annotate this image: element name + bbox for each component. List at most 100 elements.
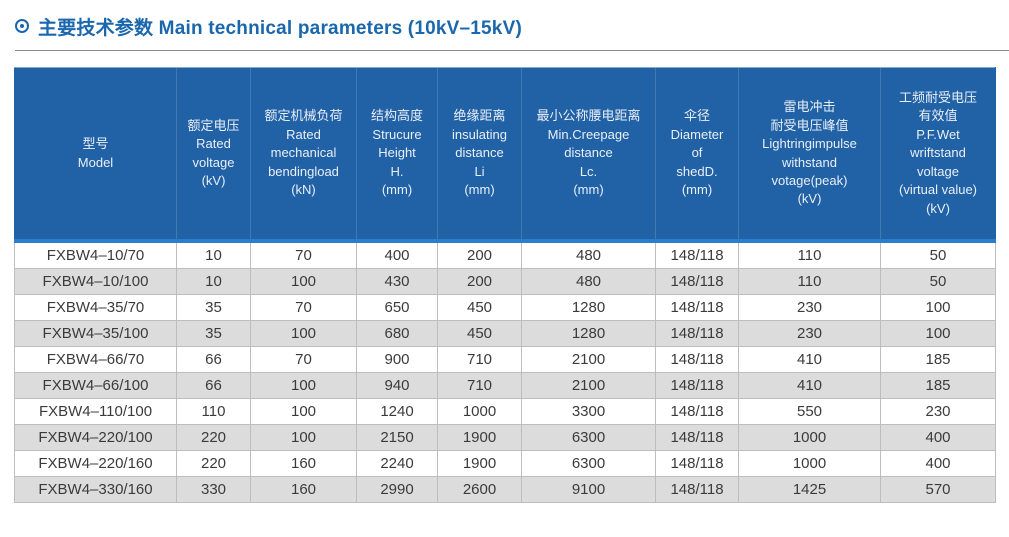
table-body: FXBW4–10/70 10 70 400 200 480 148/118 110 50 FXBW… bbox=[14, 240, 996, 503]
value-cell: 400 bbox=[356, 240, 438, 269]
value-cell: 2600 bbox=[437, 476, 522, 503]
table-row: FXBW4–110/100 110 100 1240 1000 3300 148/118 55… bbox=[14, 398, 996, 425]
value-cell: 450 bbox=[437, 320, 522, 347]
header-cell-model: 型号 Model bbox=[14, 67, 177, 243]
table-row: FXBW4–10/100 10 100 430 200 480 148/118 110 50 bbox=[14, 268, 996, 295]
value-cell: 410 bbox=[738, 346, 881, 373]
value-cell: 185 bbox=[880, 346, 996, 373]
value-cell: 148/118 bbox=[655, 476, 739, 503]
value-cell: 1000 bbox=[738, 450, 881, 477]
value-cell: 2100 bbox=[521, 372, 656, 399]
value-cell: 9100 bbox=[521, 476, 656, 503]
value-cell: 2100 bbox=[521, 346, 656, 373]
value-cell: 100 bbox=[250, 320, 357, 347]
value-cell: 900 bbox=[356, 346, 438, 373]
value-cell: 450 bbox=[437, 294, 522, 321]
model-cell: FXBW4–10/70 bbox=[14, 240, 177, 269]
value-cell: 230 bbox=[880, 398, 996, 425]
value-cell: 400 bbox=[880, 424, 996, 451]
value-cell: 1425 bbox=[738, 476, 881, 503]
value-cell: 710 bbox=[437, 372, 522, 399]
value-cell: 230 bbox=[738, 320, 881, 347]
table-row: FXBW4–220/100 220 100 2150 1900 6300 148/118 10… bbox=[14, 424, 996, 451]
model-cell: FXBW4–220/100 bbox=[14, 424, 177, 451]
value-cell: 148/118 bbox=[655, 424, 739, 451]
value-cell: 10 bbox=[176, 240, 251, 269]
table-row: FXBW4–35/100 35 100 680 450 1280 148/118 230 100 bbox=[14, 320, 996, 347]
header-row: 型号 Model 额定电压 Rated voltage (kV) 额定机械负荷 Ra… bbox=[14, 67, 996, 243]
value-cell: 430 bbox=[356, 268, 438, 295]
value-cell: 710 bbox=[437, 346, 522, 373]
value-cell: 940 bbox=[356, 372, 438, 399]
value-cell: 70 bbox=[250, 240, 357, 269]
model-cell: FXBW4–35/70 bbox=[14, 294, 177, 321]
value-cell: 2150 bbox=[356, 424, 438, 451]
value-cell: 650 bbox=[356, 294, 438, 321]
value-cell: 3300 bbox=[521, 398, 656, 425]
value-cell: 70 bbox=[250, 346, 357, 373]
value-cell: 160 bbox=[250, 476, 357, 503]
value-cell: 100 bbox=[250, 372, 357, 399]
value-cell: 1900 bbox=[437, 450, 522, 477]
value-cell: 550 bbox=[738, 398, 881, 425]
value-cell: 148/118 bbox=[655, 268, 739, 295]
value-cell: 110 bbox=[738, 268, 881, 295]
value-cell: 66 bbox=[176, 372, 251, 399]
value-cell: 220 bbox=[176, 424, 251, 451]
value-cell: 400 bbox=[880, 450, 996, 477]
value-cell: 148/118 bbox=[655, 398, 739, 425]
value-cell: 35 bbox=[176, 294, 251, 321]
value-cell: 100 bbox=[250, 424, 357, 451]
value-cell: 35 bbox=[176, 320, 251, 347]
model-cell: FXBW4–220/160 bbox=[14, 450, 177, 477]
value-cell: 110 bbox=[738, 240, 881, 269]
value-cell: 100 bbox=[250, 268, 357, 295]
value-cell: 148/118 bbox=[655, 450, 739, 477]
value-cell: 410 bbox=[738, 372, 881, 399]
value-cell: 680 bbox=[356, 320, 438, 347]
model-cell: FXBW4–66/70 bbox=[14, 346, 177, 373]
value-cell: 70 bbox=[250, 294, 357, 321]
table-row: FXBW4–330/160 330 160 2990 2600 9100 148/118 14… bbox=[14, 476, 996, 503]
value-cell: 200 bbox=[437, 240, 522, 269]
value-cell: 2240 bbox=[356, 450, 438, 477]
value-cell: 6300 bbox=[521, 450, 656, 477]
table-row: FXBW4–220/160 220 160 2240 1900 6300 148/118 10… bbox=[14, 450, 996, 477]
value-cell: 148/118 bbox=[655, 372, 739, 399]
header-cell-insulating-dist: 绝缘距离 insulating distance Li (mm) bbox=[437, 67, 522, 243]
value-cell: 1000 bbox=[437, 398, 522, 425]
value-cell: 480 bbox=[521, 240, 656, 269]
value-cell: 1280 bbox=[521, 294, 656, 321]
value-cell: 100 bbox=[250, 398, 357, 425]
value-cell: 100 bbox=[880, 294, 996, 321]
value-cell: 1240 bbox=[356, 398, 438, 425]
header-cell-shed-diameter: 伞径 Diameter of shedD. (mm) bbox=[655, 67, 739, 243]
value-cell: 230 bbox=[738, 294, 881, 321]
parameters-table: 型号 Model 额定电压 Rated voltage (kV) 额定机械负荷 Ra… bbox=[14, 67, 996, 503]
header-cell-structure-height: 结构高度 Strucure Height H. (mm) bbox=[356, 67, 438, 243]
table-row: FXBW4–66/70 66 70 900 710 2100 148/118 410 185 bbox=[14, 346, 996, 373]
value-cell: 185 bbox=[880, 372, 996, 399]
value-cell: 110 bbox=[176, 398, 251, 425]
header-cell-min-creepage: 最小公称腰电距离 Min.Creepage distance Lc. (mm) bbox=[521, 67, 656, 243]
section-header: 主要技术参数 Main technical parameters (10kV–1… bbox=[0, 0, 1009, 39]
value-cell: 50 bbox=[880, 268, 996, 295]
value-cell: 6300 bbox=[521, 424, 656, 451]
value-cell: 148/118 bbox=[655, 240, 739, 269]
value-cell: 1900 bbox=[437, 424, 522, 451]
header-cell-pf-wet-withstand: 工频耐受电压 有效值 P.F.Wet wriftstand voltage (v… bbox=[880, 67, 996, 243]
table-row: FXBW4–66/100 66 100 940 710 2100 148/118 410 185 bbox=[14, 372, 996, 399]
value-cell: 160 bbox=[250, 450, 357, 477]
header-cell-lightning-impulse: 雷电冲击 耐受电压峰值 Lightringimpulse withstand v… bbox=[738, 67, 881, 243]
value-cell: 330 bbox=[176, 476, 251, 503]
value-cell: 148/118 bbox=[655, 294, 739, 321]
value-cell: 10 bbox=[176, 268, 251, 295]
model-cell: FXBW4–110/100 bbox=[14, 398, 177, 425]
title-divider bbox=[15, 50, 1009, 51]
model-cell: FXBW4–66/100 bbox=[14, 372, 177, 399]
value-cell: 200 bbox=[437, 268, 522, 295]
value-cell: 100 bbox=[880, 320, 996, 347]
value-cell: 1000 bbox=[738, 424, 881, 451]
value-cell: 220 bbox=[176, 450, 251, 477]
model-cell: FXBW4–330/160 bbox=[14, 476, 177, 503]
